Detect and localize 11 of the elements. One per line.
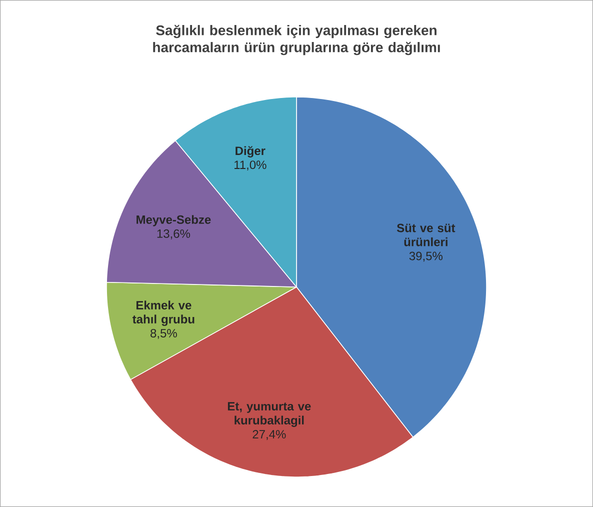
- slice-label: Süt ve süt ürünleri: [396, 224, 456, 246]
- data-label: 11,0%: [234, 160, 266, 170]
- slice-label: Meyve-Sebze: [136, 215, 211, 226]
- slice-label: Ekmek ve tahıl grubu: [132, 300, 194, 326]
- slice-label: Diğer: [236, 146, 266, 158]
- slice-label: Et, yumurta ve kurubaklagil: [228, 402, 311, 427]
- data-label: 13,6%: [157, 229, 190, 240]
- data-label: 8,5%: [150, 328, 177, 339]
- chart-title: Sağlıklı beslenmek için yapılması gereken harcamaların ürün gruplarına göre dağılımı: [153, 24, 440, 56]
- data-label: 27,4%: [252, 430, 286, 440]
- data-label: 39,5%: [409, 252, 443, 262]
